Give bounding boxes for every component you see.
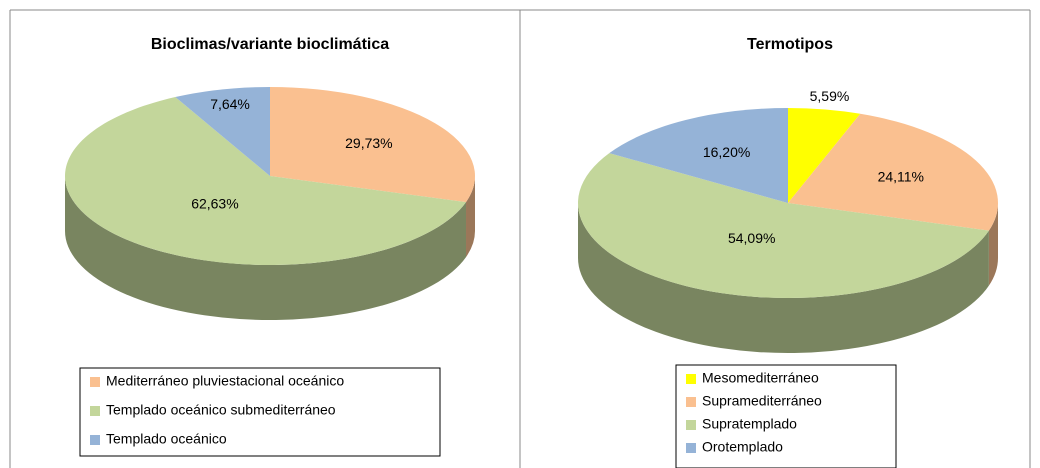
legend-label: Templado oceánico submediterráneo [106,402,336,418]
slice [577,153,989,299]
slice [175,87,270,176]
data-label: 62,63% [191,195,238,211]
data-label: 24,11% [878,168,924,184]
slice-side [466,176,475,258]
legend-label: Templado oceánico [106,431,227,447]
legend-swatch [90,377,100,387]
slice [609,108,788,203]
legend-swatch [90,406,100,416]
legend-swatch [686,443,696,453]
legend-label: Supramediterráneo [702,393,822,409]
slice [788,113,998,231]
slice-side [64,176,467,320]
legend-swatch [686,374,696,384]
slice [64,97,467,266]
data-label: 54,09% [728,230,775,246]
data-label: 16,20% [703,144,750,160]
slice [270,87,475,203]
legend [79,367,441,457]
data-label: 7,64% [210,96,250,112]
legend-swatch [686,397,696,407]
slice-side [578,203,989,354]
data-label: 29,73% [345,135,392,151]
legend [675,364,897,468]
legend-swatch [686,420,696,430]
legend-label: Mesomediterráneo [702,370,819,386]
legend-swatch [90,435,100,445]
legend-label: Orotemplado [702,439,783,455]
legend-label: Mediterráneo pluviestacional oceánico [106,373,344,389]
slice [788,108,861,203]
chart-title: Bioclimas/variante bioclimática [151,36,389,53]
chart-title: Termotipos [747,36,833,53]
slice-side [988,203,998,286]
legend-label: Supratemplado [702,416,797,432]
data-label: 5,59% [810,88,850,104]
